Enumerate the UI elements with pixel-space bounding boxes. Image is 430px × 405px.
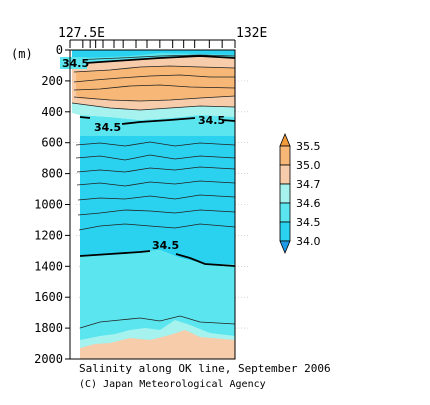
contour-line [77,209,235,216]
y-tick-label: 800 [41,167,63,181]
contour-label-34-5-mid-right: 34.5 [198,114,225,127]
band-34-0-to-34-5 [80,136,235,264]
contour-label-bg [60,57,87,69]
chart-title: Salinity along OK line, September 2006 [79,362,331,375]
no-data-wedge [70,120,80,359]
colorbar-label: 34.5 [296,216,321,229]
contour-line [73,74,235,83]
band-34-5-to-34-6-upper [80,115,235,136]
band-34-6-to-34-7-upper [72,103,235,120]
band-35-0-to-35-5 [76,66,235,101]
contour-line [76,166,235,173]
colorbar-legend: 35.5 35.0 34.7 34.6 34.5 34.0 [279,132,321,255]
y-tick-label: 1400 [34,259,63,273]
contour-line [78,223,235,231]
y-tick-label: 1200 [34,228,63,242]
contour-line [71,54,235,61]
y-tick-label: 200 [41,74,63,88]
colorbar-label: 34.7 [296,178,321,191]
contour-line [73,84,235,91]
contour-line [75,154,235,161]
colorbar-top-triangle [279,132,291,147]
colorbar-bottom-triangle [279,240,291,255]
contour-lines [71,54,235,329]
colorbar-segment [279,221,291,242]
contour-line [79,315,235,329]
contour-line [75,141,235,147]
contour-line [77,194,235,201]
colorbar-label: 35.0 [296,159,321,172]
contour-line [73,95,235,102]
y-tick-label: 1800 [34,321,63,335]
x-tick-label-west: 127.5E [58,26,105,41]
contour-label-34-5-deep: 34.5 [152,239,179,252]
x-tick-label-east: 132E [236,26,267,41]
bold-contour-surface [71,55,235,65]
y-axis-unit-label: (m) [11,47,33,61]
y-axis: 0 200 400 600 800 1000 1200 1400 1600 1800 2000 [34,43,70,366]
bold-contour-deep [79,250,235,267]
contour-labels: 34.5 34.5 34.5 34.5 [60,57,225,252]
y-tick-label: 400 [41,105,63,119]
y-tick-label: 0 [56,43,63,57]
contour-fill-layer [72,50,235,359]
colorbar-segment [279,164,291,185]
bold-contour-intermediate [79,116,235,125]
isohaline-34-5 [71,55,235,267]
colorbar-segment [279,202,291,223]
colorbar-label: 34.6 [296,197,321,210]
colorbar-label: 34.0 [296,235,321,248]
y-tick-label: 2000 [34,352,63,366]
y-tick-label: 1600 [34,290,63,304]
contour-line [73,65,235,73]
credit-text: (C) Japan Meteorological Agency [79,379,266,390]
contour-label-34-5-mid-left: 34.5 [94,121,121,134]
contour-label-34-5-surface: 34.5 [62,57,89,70]
colorbar-label: 35.5 [296,140,321,153]
contour-line [71,102,235,111]
colorbar-segment [279,145,291,166]
y-tick-label: 600 [41,136,63,150]
colorbar-segment [279,183,291,204]
y-tick-label: 1000 [34,198,63,212]
top-axis-ticks [69,39,236,48]
band-34-7-to-35-0-bottom [80,330,235,359]
contour-line [76,180,235,187]
